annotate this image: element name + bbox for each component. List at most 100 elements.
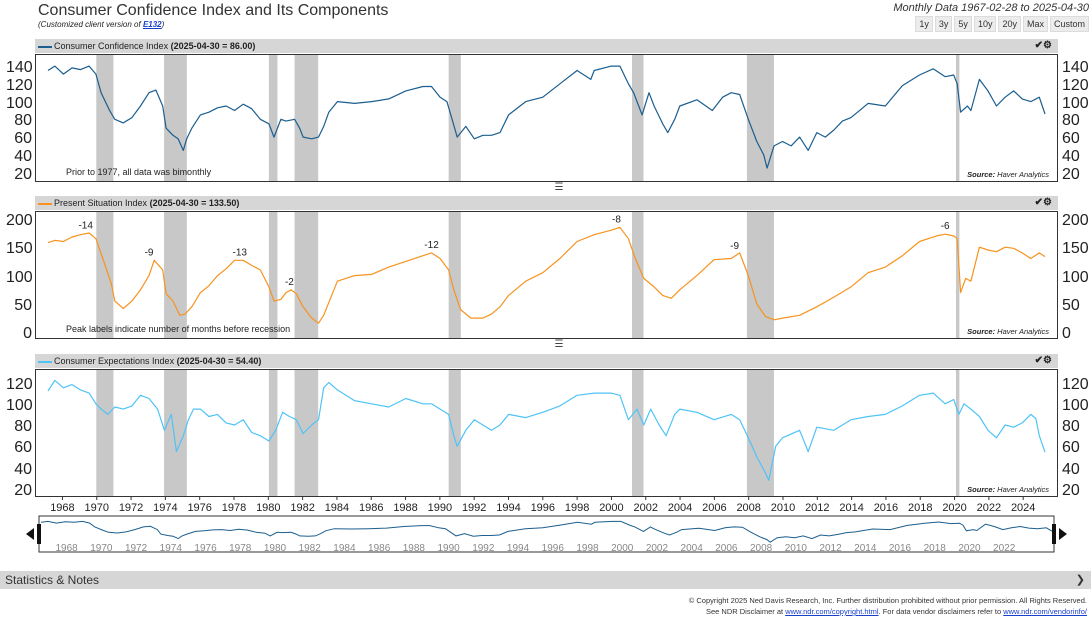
- navigator-tick-label: 1982: [299, 543, 322, 554]
- y-tick-label: 40: [14, 147, 32, 165]
- chevron-down-icon[interactable]: ❯: [1075, 574, 1085, 586]
- recession-band: [448, 212, 461, 338]
- range-button-group: 1y 3y 5y 10y 20y Max Custom: [915, 16, 1089, 32]
- panel-header-consumer-expectations: Consumer Expectations Index (2025-04-30 …: [35, 354, 1058, 368]
- y-tick-label: 20: [1062, 481, 1080, 499]
- y-tick-label: 40: [1062, 147, 1080, 165]
- navigator-tick-label: 2008: [750, 543, 773, 554]
- recession-band: [746, 55, 774, 181]
- source-name: Haver Analytics: [997, 327, 1049, 336]
- triangle-right-icon[interactable]: [1059, 528, 1067, 540]
- navigator-tick-label: 1970: [90, 543, 113, 554]
- source-prefix: Source:: [967, 485, 997, 494]
- peak-label: -8: [612, 214, 621, 225]
- triangle-left-icon[interactable]: [26, 528, 34, 540]
- y-tick-label: 120: [6, 76, 33, 94]
- gear-icon[interactable]: ⚙: [1043, 197, 1052, 208]
- y-tick-label: 20: [14, 165, 32, 183]
- x-tick-label: 1996: [531, 502, 555, 513]
- recession-band: [164, 370, 187, 496]
- page-title: Consumer Confidence Index and Its Compon…: [38, 2, 389, 19]
- x-tick-label: 1980: [256, 502, 280, 513]
- recession-band: [955, 370, 960, 496]
- x-tick-label: 1976: [187, 502, 211, 513]
- recession-band: [746, 212, 774, 338]
- chevron-down-icon[interactable]: ✔: [1034, 197, 1044, 208]
- navigator-tick-label: 1974: [160, 543, 183, 554]
- y-tick-label: 20: [1062, 165, 1080, 183]
- range-button-5y[interactable]: 5y: [954, 16, 972, 32]
- panel-title-consumer-expectations: Consumer Expectations Index: [54, 356, 175, 366]
- navigator-tick-label: 2018: [924, 543, 947, 554]
- y-tick-label: 140: [1062, 59, 1089, 77]
- x-tick-label: 2018: [908, 502, 932, 513]
- recession-band: [96, 55, 114, 181]
- navigator-handle-left[interactable]: [37, 524, 41, 544]
- source-prefix: Source:: [967, 170, 997, 179]
- chevron-down-icon[interactable]: ✔: [1034, 40, 1044, 51]
- y-tick-label: 20: [14, 481, 32, 499]
- navigator-handle-right[interactable]: [1052, 524, 1056, 544]
- source-name: Haver Analytics: [997, 170, 1049, 179]
- vendor-info-link[interactable]: www.ndr.com/vendorinfo/: [1003, 607, 1087, 616]
- series-line-2: [47, 379, 1046, 481]
- navigator-tick-label: 2012: [819, 543, 842, 554]
- source-label: Source: Haver Analytics: [967, 485, 1049, 494]
- navigator-tick-label: 2016: [889, 543, 912, 554]
- range-button-10y[interactable]: 10y: [973, 16, 997, 32]
- range-button-max[interactable]: Max: [1022, 16, 1048, 32]
- range-button-20y[interactable]: 20y: [998, 16, 1021, 32]
- y-tick-label: 100: [1062, 94, 1089, 112]
- recession-band: [448, 370, 461, 496]
- peak-label: -13: [233, 247, 248, 258]
- peak-label: -9: [145, 247, 154, 258]
- recession-band: [955, 55, 960, 181]
- grip-lines-icon[interactable]: ☰: [554, 182, 564, 193]
- chart-consumer-confidence: Prior to 1977, all data was bimonthly Sou…: [47, 55, 1049, 181]
- gear-icon[interactable]: ⚙: [1043, 355, 1052, 366]
- y-tick-label: 60: [1062, 130, 1080, 148]
- grip-lines-icon[interactable]: ☰: [554, 339, 564, 350]
- range-button-custom[interactable]: Custom: [1049, 16, 1089, 32]
- chevron-down-icon[interactable]: ✔: [1034, 355, 1044, 366]
- gear-icon[interactable]: ⚙: [1043, 40, 1052, 51]
- x-tick-label: 1970: [85, 502, 109, 513]
- chart-code-link[interactable]: E132: [142, 20, 162, 29]
- navigator-tick-label: 1986: [368, 543, 391, 554]
- recession-band: [164, 55, 187, 181]
- y-tick-label: 200: [6, 211, 33, 229]
- y-tick-label: 140: [6, 59, 33, 77]
- recession-band: [294, 212, 319, 338]
- x-tick-label: 2014: [839, 502, 863, 513]
- navigator-tick-label: 1992: [472, 543, 495, 554]
- range-button-3y[interactable]: 3y: [934, 16, 953, 32]
- navigator-frame: [38, 515, 1055, 553]
- time-navigator[interactable]: 1968 1970 1972 1974 1976 1978 1980 1982 1984 1986…: [25, 514, 1068, 554]
- y-tick-label: 100: [6, 94, 33, 112]
- plot-area-consumer-expectations: Source: Haver Analytics: [35, 369, 1058, 497]
- navigator-tick-label: 2002: [646, 543, 669, 554]
- y-tick-label: 150: [6, 240, 33, 258]
- y-tick-label: 120: [6, 375, 33, 393]
- y-tick-label: 60: [1062, 439, 1080, 457]
- recession-band: [294, 370, 319, 496]
- x-tick-label: 1986: [359, 502, 383, 513]
- range-button-1y[interactable]: 1y: [915, 16, 933, 32]
- navigator-tick-label: 2006: [715, 543, 738, 554]
- y-tick-label: 80: [1062, 112, 1080, 130]
- legend-swatch-consumer-expectations: [38, 360, 52, 363]
- source-prefix: Source:: [967, 327, 997, 336]
- y-tick-label: 100: [6, 396, 33, 414]
- recession-band: [955, 212, 960, 338]
- copyright-link[interactable]: www.ndr.com/copyright.html: [785, 607, 879, 616]
- x-tick-label: 1992: [462, 502, 486, 513]
- navigator-series-line: [40, 520, 1053, 543]
- x-tick-label: 2022: [977, 502, 1001, 513]
- panel-value-present-situation: (2025-04-30 = 133.50): [149, 198, 240, 208]
- statistics-notes-bar[interactable]: Statistics & Notes ❯: [0, 571, 1091, 589]
- legend-swatch-present-situation: [38, 202, 52, 205]
- y-tick-label: 40: [1062, 460, 1080, 478]
- x-tick-label: 2006: [702, 502, 726, 513]
- x-tick-label: 1998: [565, 502, 589, 513]
- y-tick-label: 80: [1062, 418, 1080, 436]
